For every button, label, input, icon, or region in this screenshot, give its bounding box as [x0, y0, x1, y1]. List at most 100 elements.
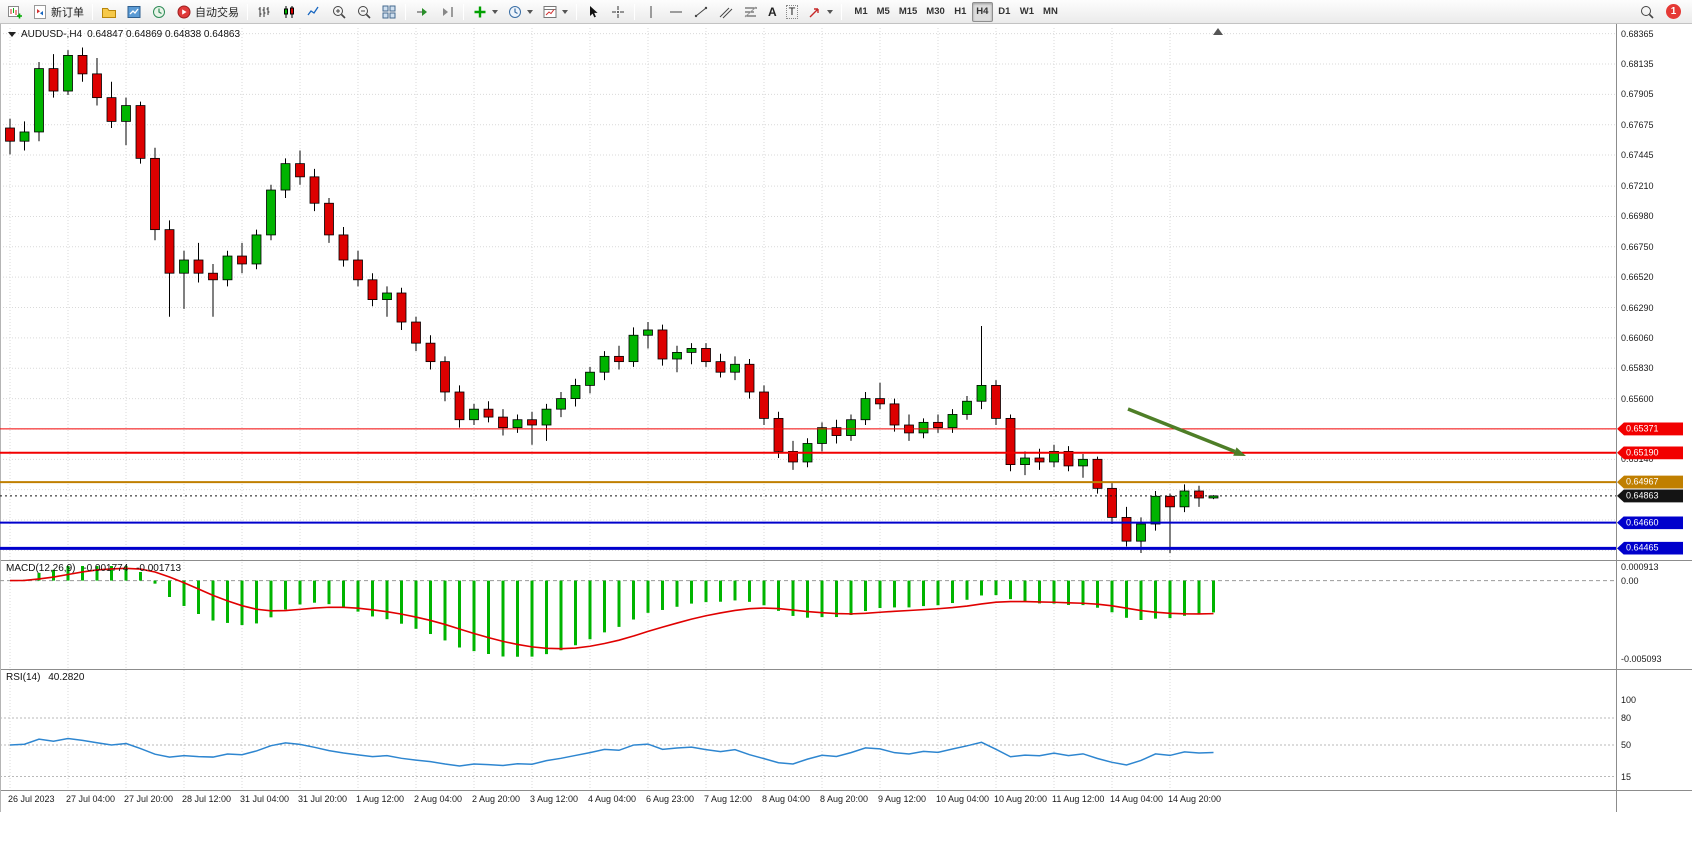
timeframe-button-h1[interactable]: H1: [950, 2, 971, 22]
search-button[interactable]: [1635, 2, 1659, 22]
candlestick-series: [5, 47, 1219, 554]
grid-lines: [0, 28, 1616, 791]
label-tool-label: T: [785, 4, 799, 19]
dropdown-caret-icon: [827, 9, 834, 14]
template-icon: [543, 5, 557, 18]
macd-main-value: -0.001774: [83, 563, 129, 574]
toolbar-separator: [576, 3, 577, 20]
new-chart-button[interactable]: [3, 2, 27, 22]
new-order-button[interactable]: 新订单: [28, 2, 88, 22]
chart-ohlc-values: 0.64847 0.64869 0.64838 0.64863: [87, 29, 241, 40]
zoom-in-icon: [333, 5, 346, 19]
tile-windows-icon: [382, 5, 396, 18]
candlestick-chart-icon: [284, 5, 294, 18]
horizontal-line-icon: [670, 11, 682, 12]
channel-icon: [719, 7, 733, 18]
fibonacci-icon: [744, 6, 757, 17]
channel-tool-button[interactable]: [714, 2, 738, 22]
toolbar-separator: [405, 3, 406, 20]
rsi-panel: [0, 717, 1616, 777]
panel-separators: [0, 24, 1692, 812]
auto-scroll-button[interactable]: [410, 2, 434, 22]
cursor-icon: [590, 5, 598, 17]
add-indicator-icon: [474, 6, 486, 17]
text-tool-button[interactable]: A: [764, 2, 781, 22]
rsi-indicator-title: RSI(14) 40.2820: [6, 672, 89, 683]
bar-chart-button[interactable]: [252, 2, 276, 22]
autotrading-icon: [177, 5, 191, 18]
rsi-value: 40.2820: [48, 672, 85, 683]
main-toolbar: 新订单 自动交易: [0, 0, 1692, 24]
bar-chart-icon: [258, 6, 270, 17]
chart-shift-marker[interactable]: [1213, 28, 1223, 35]
market-watch-icon: [127, 5, 141, 18]
tile-windows-button[interactable]: [377, 2, 401, 22]
crosshair-icon: [612, 5, 624, 18]
toolbar-separator: [463, 3, 464, 20]
folder-icon: [102, 7, 116, 18]
timeframe-button-m5[interactable]: M5: [873, 2, 894, 22]
dropdown-caret-icon: [492, 9, 498, 14]
macd-signal-value: -0.001713: [136, 563, 182, 574]
one-click-trading-toggle[interactable]: [8, 32, 16, 37]
vertical-line-tool-button[interactable]: [639, 2, 663, 22]
auto-scroll-icon: [417, 7, 427, 16]
arrow-tool-icon: [809, 7, 820, 17]
strategy-tester-icon: [153, 5, 165, 18]
fibonacci-tool-button[interactable]: [739, 2, 763, 22]
line-chart-button[interactable]: [302, 2, 326, 22]
chart-symbol-period: AUDUSD-,H4: [21, 29, 83, 40]
timeframe-button-m1[interactable]: M1: [850, 2, 871, 22]
rsi-title-text: RSI(14): [6, 672, 41, 683]
chart-shift-icon: [443, 6, 453, 17]
toolbar-separator: [841, 3, 843, 20]
chart-ohlc-header: AUDUSD-,H4 0.64847 0.64869 0.64838 0.648…: [8, 29, 240, 40]
label-tool-button[interactable]: T: [782, 2, 803, 22]
crosshair-button[interactable]: [606, 2, 630, 22]
notification-badge[interactable]: 1: [1666, 4, 1681, 19]
clock-icon: [509, 5, 521, 18]
trendline-tool-button[interactable]: [689, 2, 713, 22]
templates-button[interactable]: [538, 2, 572, 22]
zoom-out-button[interactable]: [352, 2, 376, 22]
zoom-out-icon: [358, 5, 371, 19]
candlestick-chart-button[interactable]: [277, 2, 301, 22]
autotrading-label: 自动交易: [195, 6, 239, 19]
search-icon: [1641, 5, 1654, 19]
chart-shift-button[interactable]: [435, 2, 459, 22]
new-chart-icon: [8, 5, 22, 18]
periods-button[interactable]: [503, 2, 537, 22]
new-order-label: 新订单: [51, 6, 84, 19]
macd-title-text: MACD(12,26,9): [6, 563, 76, 574]
timeframe-button-mn[interactable]: MN: [1039, 2, 1062, 22]
dropdown-caret-icon: [562, 9, 568, 14]
toolbar-separator: [247, 3, 248, 20]
autotrading-button[interactable]: 自动交易: [172, 2, 243, 22]
indicators-button[interactable]: [468, 2, 502, 22]
zoom-in-button[interactable]: [327, 2, 351, 22]
trendline-icon: [694, 6, 708, 17]
horizontal-line-tool-button[interactable]: [664, 2, 688, 22]
toolbar-right-group: 1: [1635, 2, 1681, 22]
price-level-lines[interactable]: [0, 428, 1616, 550]
macd-panel: [0, 566, 1616, 657]
strategy-tester-button[interactable]: [147, 2, 171, 22]
chart-window[interactable]: 0.68365 0.68135 0.67905 0.67675 0.67445 0.672…: [0, 24, 1692, 852]
chart-canvas[interactable]: [0, 24, 1692, 852]
macd-indicator-title: MACD(12,26,9) -0.001774 -0.001713: [6, 563, 186, 574]
timeframe-toolbar: M1 M5 M15 M30 H1 H4 D1 W1 MN: [850, 1, 1062, 22]
toolbar-separator: [634, 3, 635, 20]
timeframe-button-m15[interactable]: M15: [895, 2, 921, 22]
timeframe-button-h4[interactable]: H4: [971, 1, 993, 22]
trend-arrow-annotation[interactable]: [1127, 407, 1246, 456]
text-tool-label: A: [768, 4, 777, 19]
timeframe-button-w1[interactable]: W1: [1016, 2, 1038, 22]
timeframe-button-d1[interactable]: D1: [994, 2, 1015, 22]
toolbar-separator: [92, 3, 93, 20]
market-watch-button[interactable]: [122, 2, 146, 22]
cursor-button[interactable]: [581, 2, 605, 22]
timeframe-button-m30[interactable]: M30: [922, 2, 948, 22]
arrows-tool-button[interactable]: [803, 2, 837, 22]
profiles-button[interactable]: [97, 2, 121, 22]
new-order-icon: [34, 4, 46, 19]
